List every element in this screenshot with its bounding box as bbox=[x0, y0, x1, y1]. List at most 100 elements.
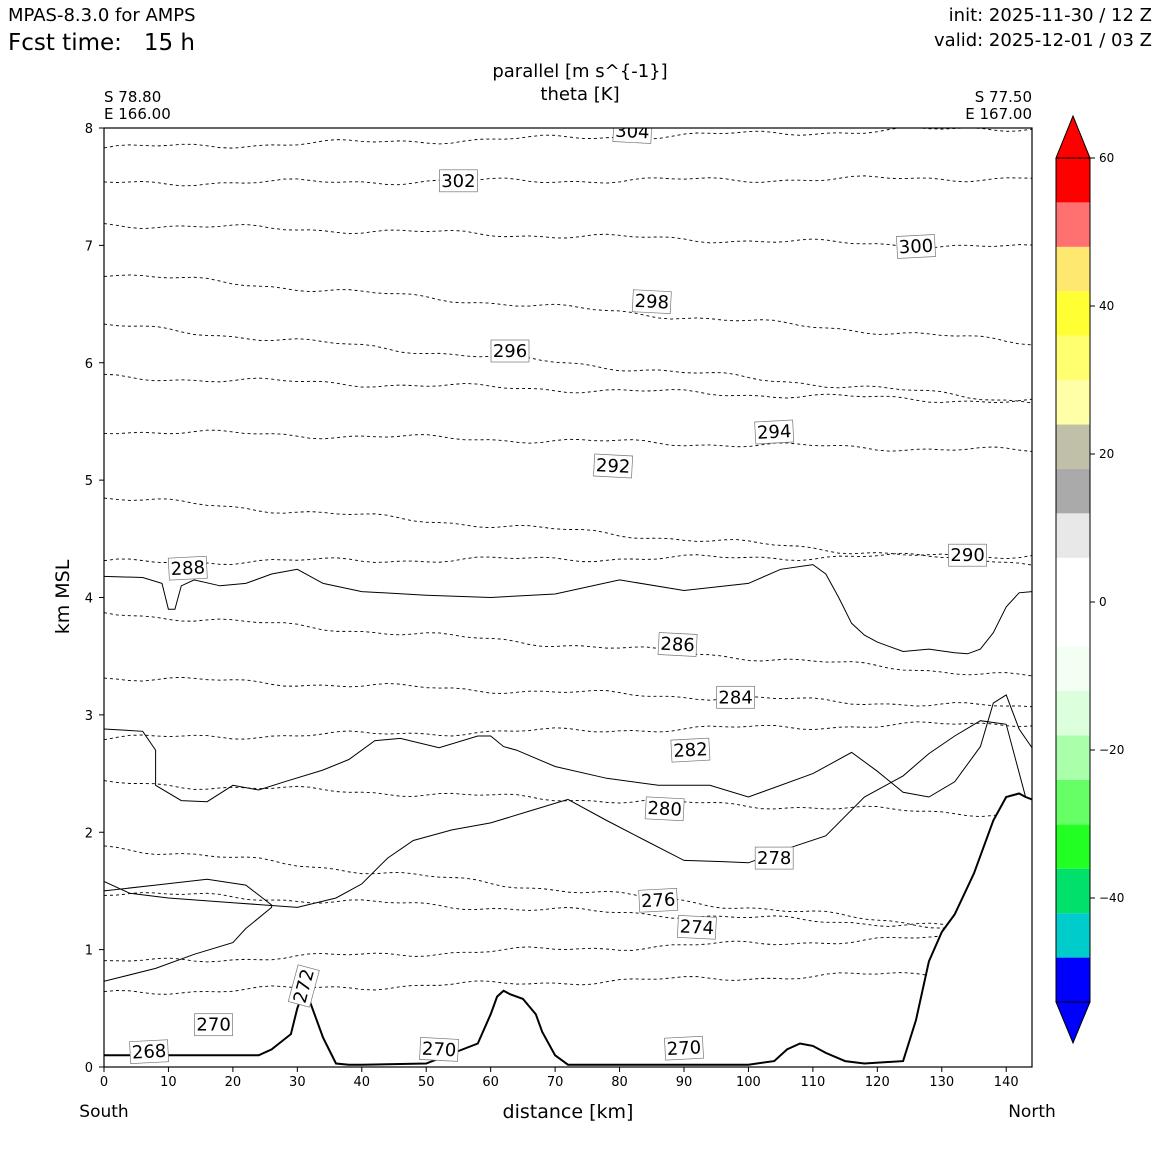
theta-label-text: 288 bbox=[170, 557, 205, 580]
theta-label-268: 268 bbox=[129, 1039, 170, 1065]
colorbar-tick-label: −40 bbox=[1099, 891, 1124, 905]
terrain-line bbox=[104, 792, 1032, 1066]
colorbar-segment bbox=[1056, 957, 1090, 1002]
theta-label-box bbox=[948, 543, 987, 567]
theta-label-box bbox=[638, 887, 679, 913]
theta-contour-lines bbox=[104, 128, 1032, 995]
x-tick-label: 70 bbox=[547, 1075, 564, 1090]
left-endpoint-lon: E 166.00 bbox=[104, 105, 171, 123]
theta-label-text: 304 bbox=[615, 121, 650, 144]
colorbar-segment bbox=[1056, 291, 1090, 336]
terrain-profile bbox=[104, 792, 1032, 1067]
theta-label-text: 270 bbox=[666, 1037, 701, 1060]
theta-label-302: 302 bbox=[439, 169, 478, 193]
parallel-wind-contours bbox=[104, 564, 1032, 982]
theta-label-box bbox=[896, 234, 936, 259]
theta-label-box bbox=[664, 1035, 704, 1061]
colorbar-segment bbox=[1056, 424, 1090, 469]
colorbar-segment bbox=[1056, 335, 1090, 381]
theta-label-282: 282 bbox=[670, 737, 711, 763]
terrain-fill bbox=[104, 793, 1032, 1067]
theta-label-304: 304 bbox=[612, 121, 653, 144]
colorbar-segment bbox=[1056, 557, 1090, 603]
x-tick-label: 40 bbox=[354, 1075, 371, 1090]
south-label: South bbox=[79, 1102, 128, 1122]
theta-label-270: 270 bbox=[194, 1013, 233, 1037]
theta-label-text: 270 bbox=[421, 1039, 456, 1062]
colorbar-tick-label: −20 bbox=[1099, 743, 1124, 757]
theta-label-272: 272 bbox=[287, 964, 320, 1008]
theta-label-box bbox=[129, 1039, 170, 1065]
plot-title-line2: theta [K] bbox=[540, 84, 620, 105]
theta-label-box bbox=[676, 914, 717, 940]
y-axis-label: km MSL bbox=[52, 559, 74, 634]
colorbar-bottom-arrow bbox=[1055, 1001, 1091, 1045]
forecast-time: Fcst time: 15 h bbox=[8, 30, 195, 56]
colorbar-tick-label: 60 bbox=[1099, 151, 1114, 165]
x-tick-label: 110 bbox=[800, 1075, 825, 1090]
left-endpoint-coords: S 78.80 E 166.00 bbox=[104, 89, 171, 123]
theta-label-box bbox=[419, 1037, 460, 1062]
x-axis: 0 10 20 30 40 50 60 70 80 90 100 110 120 130 140 bbox=[100, 1067, 1019, 1090]
theta-label-text: 280 bbox=[647, 798, 682, 821]
right-endpoint-lon: E 167.00 bbox=[965, 105, 1032, 123]
theta-label-text: 274 bbox=[679, 916, 714, 939]
model-title: MPAS-8.3.0 for AMPS bbox=[8, 5, 196, 26]
theta-label-288: 288 bbox=[167, 555, 208, 581]
theta-dashed-contour bbox=[104, 968, 1032, 995]
north-label: North bbox=[1008, 1102, 1056, 1122]
y-tick-label: 2 bbox=[85, 826, 93, 841]
colorbar-tick-label: 20 bbox=[1099, 447, 1114, 461]
forecast-time-label: Fcst time: bbox=[8, 30, 122, 56]
y-tick-label: 0 bbox=[85, 1061, 93, 1076]
theta-label-276: 276 bbox=[638, 887, 679, 913]
colorbar-segment bbox=[1056, 380, 1090, 425]
theta-label-284: 284 bbox=[716, 685, 755, 709]
wind-contour-upper bbox=[104, 564, 1032, 655]
colorbar-segment bbox=[1056, 468, 1090, 514]
theta-dashed-contour bbox=[104, 721, 1032, 741]
colorbar-segment bbox=[1056, 691, 1090, 736]
x-tick-label: 80 bbox=[611, 1075, 628, 1090]
theta-label-box bbox=[716, 685, 755, 709]
theta-label-box bbox=[439, 169, 478, 193]
theta-label-300: 300 bbox=[896, 234, 936, 259]
theta-label-text: 284 bbox=[718, 687, 752, 708]
x-tick-label: 20 bbox=[225, 1075, 242, 1090]
y-tick-label: 7 bbox=[85, 239, 93, 254]
theta-label-298: 298 bbox=[631, 289, 672, 315]
theta-label-box bbox=[593, 453, 634, 479]
theta-label-box bbox=[631, 289, 672, 315]
theta-label-text: 268 bbox=[131, 1041, 166, 1064]
theta-label-text: 276 bbox=[641, 889, 676, 912]
theta-label-text: 282 bbox=[673, 739, 708, 762]
x-tick-label: 30 bbox=[289, 1075, 306, 1090]
colorbar-segment bbox=[1056, 824, 1090, 869]
theta-dashed-contour bbox=[104, 429, 1032, 452]
theta-label-292: 292 bbox=[593, 453, 634, 479]
right-endpoint-coords: S 77.50 E 167.00 bbox=[965, 89, 1032, 123]
colorbar-segment bbox=[1056, 202, 1090, 247]
x-tick-label: 130 bbox=[929, 1075, 954, 1090]
y-tick-label: 8 bbox=[85, 122, 93, 137]
theta-label-box bbox=[657, 632, 698, 657]
y-tick-label: 3 bbox=[85, 709, 93, 724]
theta-label-278: 278 bbox=[754, 846, 794, 870]
theta-dashed-contour bbox=[104, 676, 1032, 708]
theta-dashed-contour bbox=[104, 892, 1032, 933]
y-axis: 0 1 2 3 4 5 6 7 8 bbox=[85, 122, 104, 1076]
valid-time: valid: 2025-12-01 / 03 Z bbox=[934, 30, 1152, 51]
theta-label-text: 278 bbox=[757, 848, 791, 869]
theta-label-270: 270 bbox=[664, 1035, 704, 1061]
colorbar-segment bbox=[1056, 735, 1090, 780]
colorbar-tick-label: 40 bbox=[1099, 299, 1114, 313]
theta-label-box bbox=[194, 1013, 233, 1037]
x-tick-label: 0 bbox=[100, 1075, 108, 1090]
theta-label-286: 286 bbox=[657, 632, 698, 657]
theta-label-box bbox=[754, 419, 795, 445]
colorbar-segment bbox=[1056, 513, 1090, 558]
colorbar-segment bbox=[1056, 646, 1090, 692]
theta-dashed-contour bbox=[104, 552, 1032, 565]
x-tick-label: 120 bbox=[865, 1075, 890, 1090]
